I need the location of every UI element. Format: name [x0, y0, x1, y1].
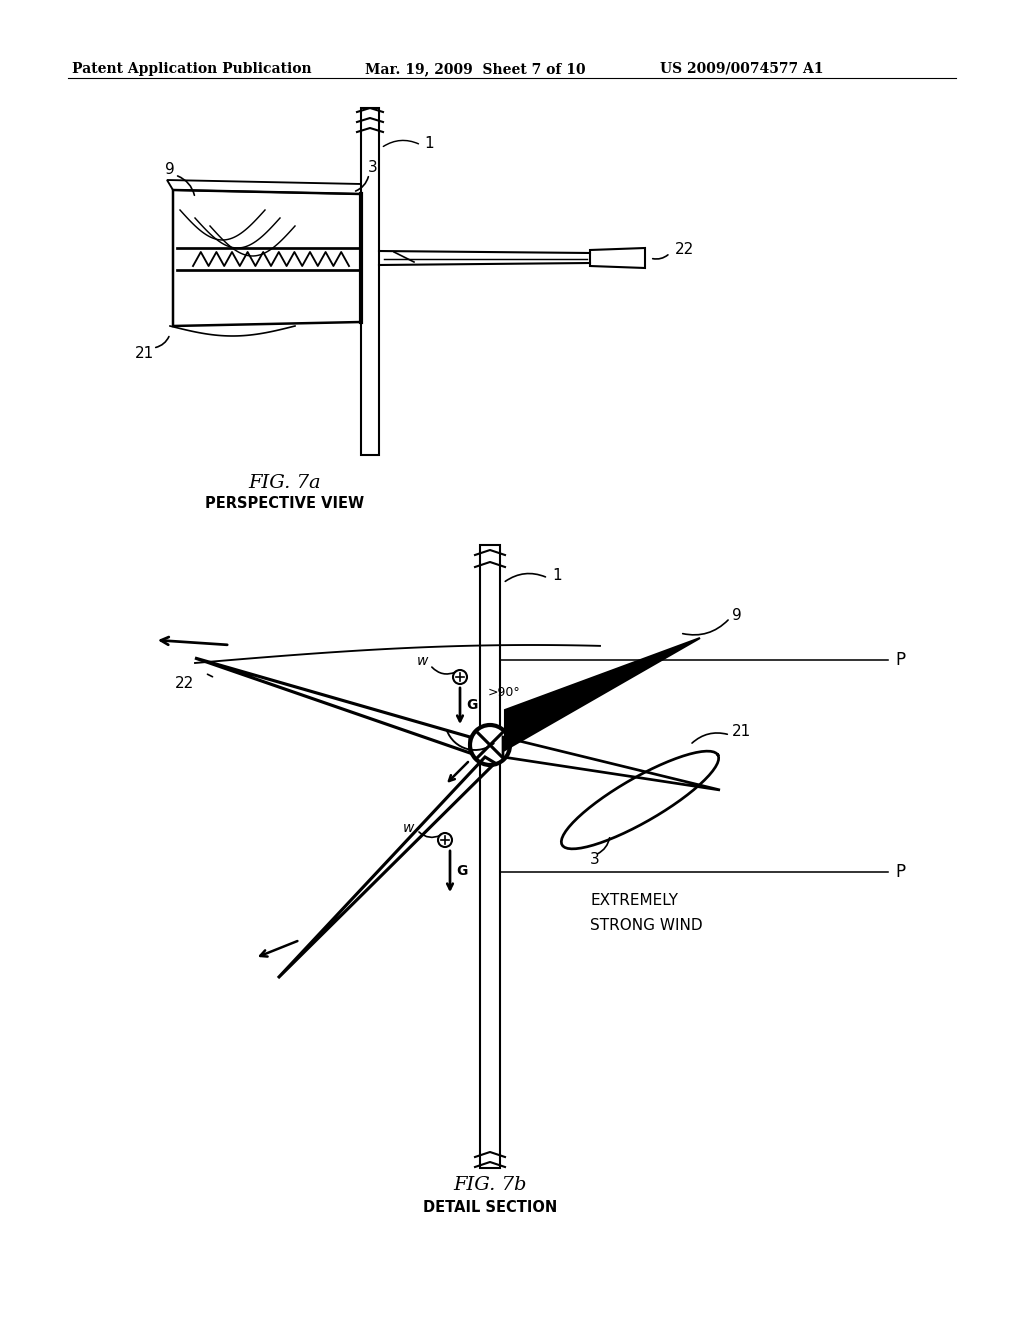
Text: DETAIL SECTION: DETAIL SECTION — [423, 1200, 557, 1214]
Text: 1: 1 — [424, 136, 433, 150]
Text: 3: 3 — [368, 161, 378, 176]
Text: P: P — [895, 863, 905, 880]
Text: G: G — [456, 865, 467, 878]
Text: FIG. 7a: FIG. 7a — [249, 474, 322, 492]
Text: EXTREMELY: EXTREMELY — [590, 894, 678, 908]
Text: G: G — [466, 698, 477, 711]
Text: w: w — [403, 821, 415, 836]
Text: FIG. 7b: FIG. 7b — [454, 1176, 526, 1195]
Text: 9: 9 — [732, 609, 741, 623]
Text: 21: 21 — [135, 346, 155, 362]
Text: 3: 3 — [590, 853, 600, 867]
Text: STRONG WIND: STRONG WIND — [590, 917, 702, 933]
Text: >90°: >90° — [488, 685, 521, 698]
Text: 9: 9 — [165, 162, 175, 177]
Polygon shape — [505, 638, 700, 750]
Text: 21: 21 — [732, 725, 752, 739]
Text: 1: 1 — [552, 569, 561, 583]
Text: PERSPECTIVE VIEW: PERSPECTIVE VIEW — [206, 496, 365, 511]
Text: Mar. 19, 2009  Sheet 7 of 10: Mar. 19, 2009 Sheet 7 of 10 — [365, 62, 586, 77]
Text: w: w — [417, 653, 428, 668]
Text: Patent Application Publication: Patent Application Publication — [72, 62, 311, 77]
Text: 22: 22 — [675, 243, 694, 257]
Text: US 2009/0074577 A1: US 2009/0074577 A1 — [660, 62, 823, 77]
Circle shape — [470, 725, 510, 766]
Text: 22: 22 — [175, 676, 195, 690]
Text: P: P — [895, 651, 905, 669]
